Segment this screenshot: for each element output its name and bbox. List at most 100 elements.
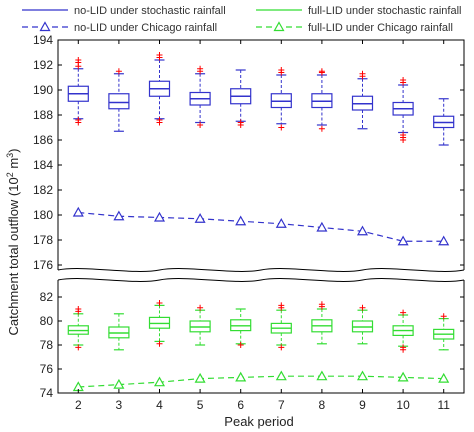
y-axis-label-end: ) <box>6 148 21 152</box>
box-outlier <box>278 124 285 131</box>
box-outlier <box>400 344 407 351</box>
box-outlier <box>75 344 82 351</box>
series-marker <box>113 378 125 389</box>
series-marker <box>194 372 206 383</box>
box-outlier <box>318 125 325 132</box>
upper-panel-frame <box>57 39 465 265</box>
box-outlier <box>156 300 163 306</box>
box-outlier <box>440 313 447 320</box>
upper-y-tick-label: 184 <box>33 158 53 172</box>
upper-y-tick-label: 194 <box>33 33 53 47</box>
box <box>108 313 130 351</box>
y-axis-label: Catchment total outflow (102 m3) <box>5 148 21 335</box>
box <box>230 69 252 128</box>
series-marker <box>356 225 369 236</box>
x-tick-label: 2 <box>75 398 82 412</box>
series-marker <box>235 215 247 226</box>
series-marker <box>113 210 125 221</box>
box-outlier <box>197 122 204 128</box>
x-tick-label: 8 <box>319 398 326 412</box>
box-outlier <box>75 57 82 63</box>
box-outlier <box>278 344 285 351</box>
lower-panel: 74 76 78 80 82 <box>40 285 465 400</box>
series-marker <box>316 221 328 232</box>
x-tick-label: 7 <box>278 398 285 412</box>
upper-y-tick-label: 176 <box>33 258 53 272</box>
series-marker <box>356 370 369 381</box>
legend-entry-label: full-LID under stochastic rainfall <box>308 5 461 17</box>
box-outlier <box>237 119 244 126</box>
x-tick-label: 4 <box>156 398 163 412</box>
x-tick-label: 10 <box>396 398 410 412</box>
box-outlier <box>318 68 325 75</box>
upper-y-tick-label: 190 <box>33 83 53 97</box>
x-tick-label: 3 <box>116 398 123 412</box>
box <box>189 304 211 346</box>
axis-break-line <box>57 278 465 282</box>
axis-break-line <box>57 268 465 272</box>
upper-y-tick-label: 182 <box>33 183 53 197</box>
chart-legend: no-LID under stochastic rainfall full-LID… <box>22 5 461 34</box>
lower-y-tick-label: 80 <box>40 314 54 328</box>
y-axis-label-sup1: 2 <box>5 172 15 177</box>
box <box>230 308 252 348</box>
box <box>392 309 414 353</box>
upper-y-tick-label: 188 <box>33 108 53 122</box>
axis-break <box>57 265 465 285</box>
legend-entry: no-LID under Chicago rainfall <box>22 21 217 34</box>
legend-swatch-marker <box>39 21 51 32</box>
series-marker <box>275 370 287 381</box>
y-axis-label-sup2: 3 <box>5 153 15 158</box>
series-line <box>78 375 444 388</box>
box <box>433 313 455 351</box>
legend-entry-label: full-LID under Chicago rainfall <box>308 22 453 34</box>
upper-y-tick-label: 186 <box>33 133 53 147</box>
box-outlier <box>115 68 122 75</box>
box <box>433 98 455 146</box>
series-marker <box>72 206 84 217</box>
series-marker <box>275 218 287 228</box>
legend-entry: no-LID under stochastic rainfall <box>22 5 226 17</box>
box-outlier <box>278 67 285 73</box>
lower-y-tick-label: 82 <box>40 290 54 304</box>
legend-entry-label: no-LID under stochastic rainfall <box>74 5 226 17</box>
box-outlier <box>400 77 407 83</box>
series-line <box>78 211 444 242</box>
box-body <box>108 93 130 110</box>
box-outlier <box>75 306 82 312</box>
x-tick-label: 5 <box>197 398 204 412</box>
box <box>392 77 414 143</box>
lower-y-tick-label: 78 <box>40 338 54 352</box>
legend-entry: full-LID under stochastic rainfall <box>256 5 461 17</box>
x-axis-label: Peak period <box>224 414 293 429</box>
box <box>67 306 89 351</box>
series-marker <box>153 376 166 387</box>
x-tick-label: 11 <box>437 398 450 412</box>
y-axis-label-main: Catchment total outflow (10 <box>6 177 21 335</box>
box <box>148 52 171 126</box>
box <box>351 70 374 130</box>
box <box>67 57 89 126</box>
legend-entry: full-LID under Chicago rainfall <box>256 21 453 34</box>
box-outlier <box>197 304 204 311</box>
y-axis-label-mid: m <box>6 158 21 172</box>
box <box>189 65 211 128</box>
series-marker <box>397 235 409 246</box>
series-marker <box>438 235 450 246</box>
box <box>108 68 130 132</box>
box-outlier <box>278 302 285 309</box>
legend-entry-label: no-LID under Chicago rainfall <box>74 22 217 34</box>
upper-y-tick-label: 192 <box>33 58 53 72</box>
box <box>270 302 292 351</box>
box-outlier <box>156 340 163 347</box>
series-marker <box>194 213 206 223</box>
box-outlier <box>197 65 204 72</box>
legend-swatch-marker <box>273 21 285 32</box>
box-outlier <box>156 117 163 123</box>
series-marker <box>235 371 247 382</box>
x-tick-label: 9 <box>359 398 366 412</box>
lower-panel-frame <box>57 285 465 394</box>
upper-panel: 176 178 180 182 184 186 188 190 192 194 <box>33 33 465 272</box>
series-marker <box>153 211 166 222</box>
box-outlier <box>318 301 325 308</box>
